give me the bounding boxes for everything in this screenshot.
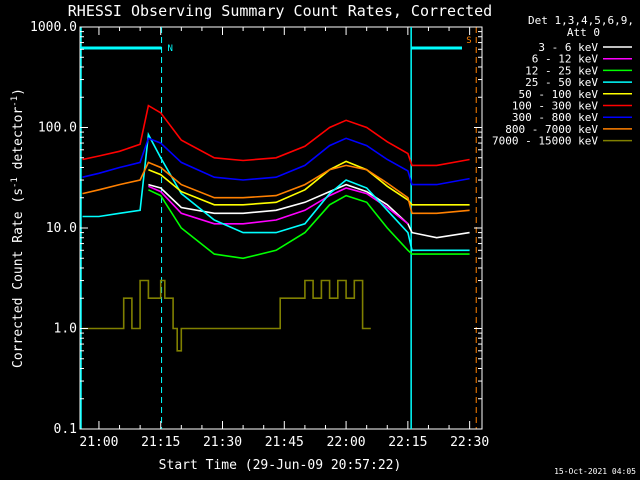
series-line-1 xyxy=(148,185,409,225)
legend-header-detectors: Det 1,3,4,5,6,9, xyxy=(528,14,634,27)
x-tick-label: 21:45 xyxy=(265,435,304,450)
series-line-6 xyxy=(82,137,470,186)
y-axis-ticks: 1000.0 100.0 10.0 1.0 0.1 xyxy=(30,20,482,437)
timestamp: 15-Oct-2021 04:05 xyxy=(554,467,636,476)
x-axis-label: Start Time (29-Jun-09 20:57:22) xyxy=(159,458,402,473)
y-tick-label: 0.1 xyxy=(54,422,77,437)
y-axis-label: Corrected Count Rate (s-1 detector-1) xyxy=(10,88,26,368)
y-tick-label: 10.0 xyxy=(46,221,77,236)
y-tick-label: 1.0 xyxy=(54,322,77,337)
y-tick-label: 1000.0 xyxy=(30,20,77,35)
x-tick-label: 22:00 xyxy=(327,435,366,450)
legend-label: 6 - 12 keV xyxy=(532,53,599,66)
series-line-2 xyxy=(148,189,470,260)
north-label: N xyxy=(168,44,173,54)
x-tick-label: 21:15 xyxy=(141,435,180,450)
legend-label: 3 - 6 keV xyxy=(538,41,598,54)
series-line-8 xyxy=(82,279,371,352)
legend-label: 12 - 25 keV xyxy=(525,64,598,77)
series-line-7 xyxy=(82,161,470,215)
legend-header-attenuator: Att 0 xyxy=(567,26,600,39)
series-lines xyxy=(82,104,470,352)
legend-label: 300 - 800 keV xyxy=(512,111,598,124)
x-tick-label: 22:30 xyxy=(450,435,489,450)
legend-label: 800 - 7000 keV xyxy=(505,123,598,136)
x-tick-label: 21:00 xyxy=(79,435,118,450)
series-line-5 xyxy=(82,104,470,167)
chart-title: RHESSI Observing Summary Count Rates, Co… xyxy=(68,2,492,20)
x-tick-label: 22:15 xyxy=(388,435,427,450)
series-line-0 xyxy=(148,183,470,239)
legend-label: 100 - 300 keV xyxy=(512,100,598,113)
south-label: S xyxy=(466,36,471,46)
series-line-4 xyxy=(148,160,470,206)
legend-label: 50 - 100 keV xyxy=(519,88,599,101)
x-tick-label: 21:30 xyxy=(203,435,242,450)
series-line-3 xyxy=(82,131,470,252)
legend-label: 7000 - 15000 keV xyxy=(492,135,598,148)
plot-frame xyxy=(79,26,483,430)
legend-label: 25 - 50 keV xyxy=(525,76,598,89)
y-tick-label: 100.0 xyxy=(38,121,77,136)
observing-annotations: NS xyxy=(80,27,477,429)
x-axis-ticks: 21:00 21:15 21:30 21:45 22:00 22:15 22:30 xyxy=(79,27,489,450)
